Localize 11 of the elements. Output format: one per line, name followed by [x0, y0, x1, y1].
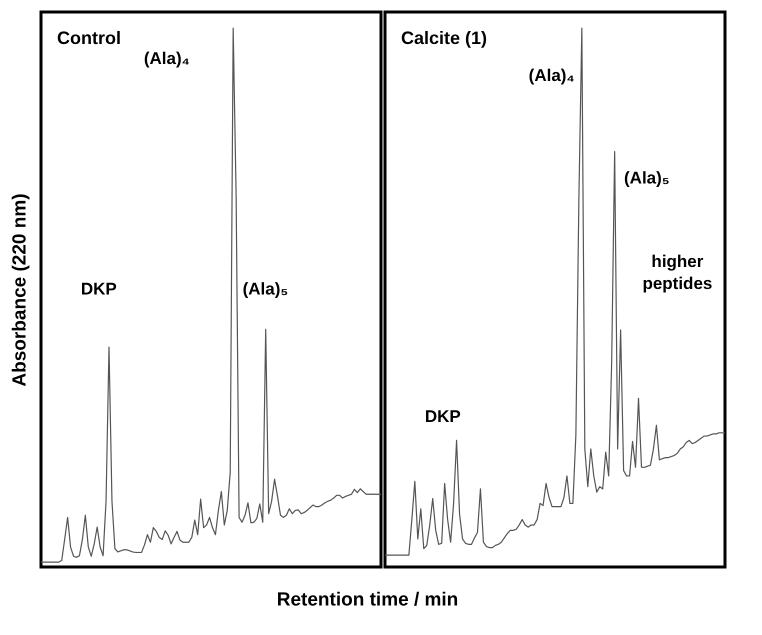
annotation: (Ala)₅ — [242, 280, 288, 298]
annotation: DKP — [424, 407, 461, 426]
annotation: higher peptides — [642, 252, 712, 293]
annotation: (Ala)₄ — [144, 49, 190, 68]
annotation: DKP — [80, 280, 117, 298]
annotation: (Ala)₄ — [528, 66, 575, 85]
annotation: (Ala)₅ — [624, 168, 670, 188]
chart-title: Calcite (1) — [401, 28, 488, 48]
chart-title: Control — [57, 28, 121, 48]
x-axis-title: Retention time / min — [276, 590, 458, 610]
y-axis-title: Absorbance (220 nm) — [10, 193, 30, 387]
